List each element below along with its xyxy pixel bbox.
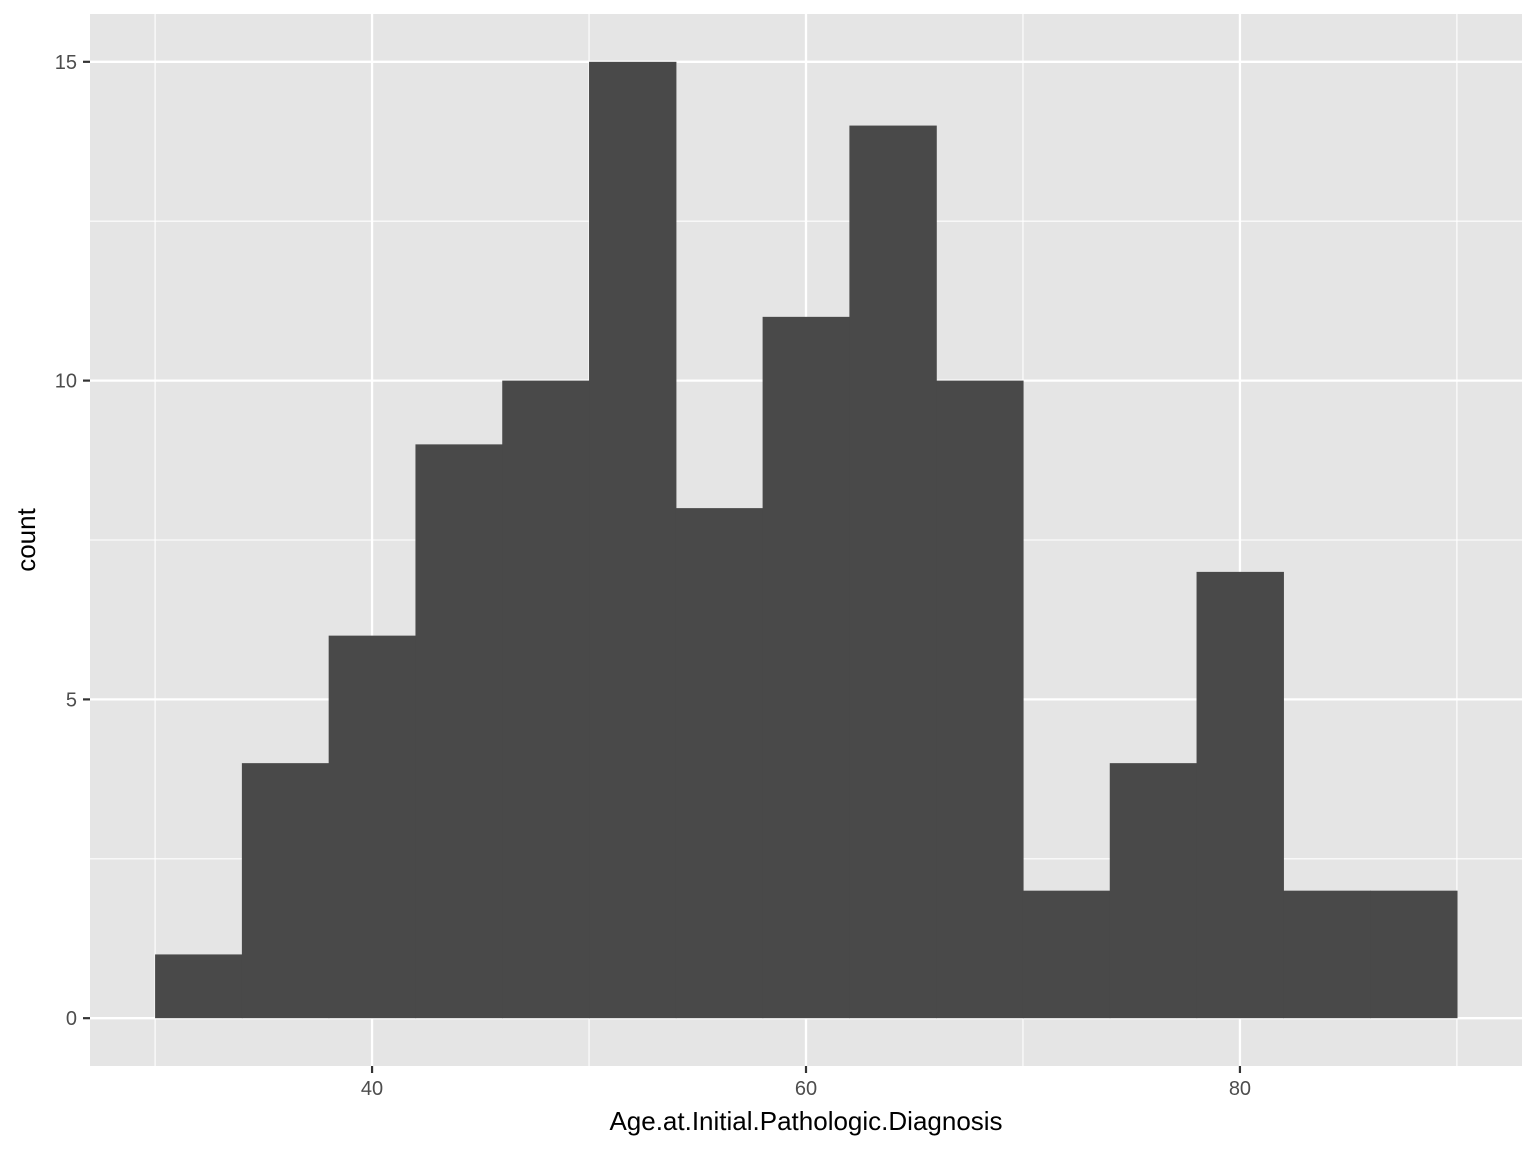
histogram-bar xyxy=(1022,890,1111,1019)
histogram-bar xyxy=(675,508,764,1019)
histogram-bar xyxy=(762,316,850,1019)
histogram-bar xyxy=(415,444,503,1019)
y-axis-title: count xyxy=(11,507,41,571)
histogram-bar xyxy=(155,954,243,1019)
histogram-bar xyxy=(849,125,937,1019)
y-tick-label: 0 xyxy=(66,1008,77,1030)
histogram-bar xyxy=(1370,890,1458,1019)
x-tick-label: 80 xyxy=(1229,1078,1251,1100)
histogram-bar xyxy=(1109,763,1198,1019)
y-tick-label: 15 xyxy=(55,52,77,74)
histogram-bar xyxy=(589,61,677,1019)
histogram-bar xyxy=(1196,571,1284,1019)
x-axis-title: Age.at.Initial.Pathologic.Diagnosis xyxy=(609,1106,1002,1136)
histogram-bar xyxy=(502,380,590,1019)
x-tick-label: 60 xyxy=(795,1078,817,1100)
y-tick-label: 10 xyxy=(55,371,77,393)
x-tick-label: 40 xyxy=(361,1078,383,1100)
y-axis: 0 5 10 15 xyxy=(55,52,90,1030)
histogram-bars xyxy=(155,61,1458,1019)
histogram-bar xyxy=(936,380,1024,1019)
y-tick-label: 5 xyxy=(66,689,77,711)
histogram-bar xyxy=(241,763,330,1019)
histogram-bar xyxy=(328,635,417,1019)
histogram-bar xyxy=(1283,890,1371,1019)
x-axis: 40 60 80 xyxy=(361,1066,1251,1100)
